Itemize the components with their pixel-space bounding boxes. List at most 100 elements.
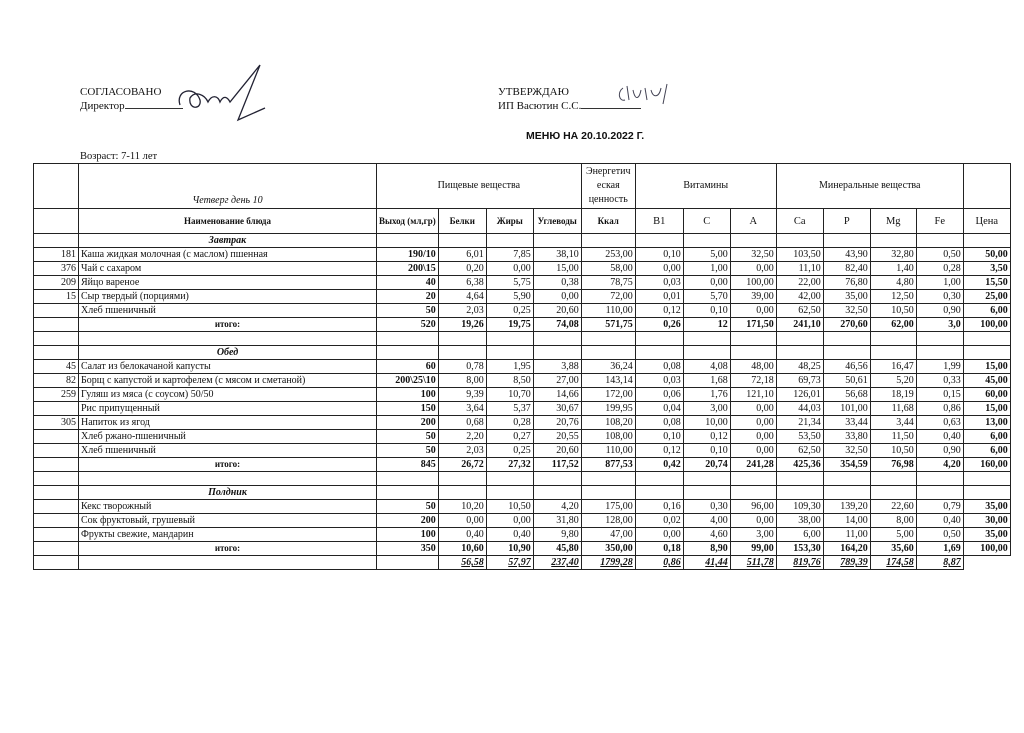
cell-0: 190/10 bbox=[376, 247, 439, 262]
empty-cell bbox=[682, 485, 731, 500]
dish-name: Напиток из ягод bbox=[78, 415, 377, 430]
empty-cell bbox=[822, 345, 871, 360]
cell-11: 0,28 bbox=[915, 261, 964, 276]
cell-8: 42,00 bbox=[775, 289, 824, 304]
cell-9: 82,40 bbox=[822, 261, 871, 276]
cell-12 bbox=[963, 556, 1010, 570]
column-header: Выход (мл,гр) bbox=[376, 208, 439, 234]
code-cell bbox=[33, 443, 79, 458]
nutrients-group: Пищевые вещества bbox=[376, 163, 582, 209]
empty-cell bbox=[869, 471, 917, 486]
cell-6: 0,10 bbox=[682, 303, 731, 318]
cell-1: 0,00 bbox=[437, 513, 487, 528]
column-header: C bbox=[682, 208, 731, 234]
cell-1: 4,64 bbox=[437, 289, 487, 304]
cell-9: 164,20 bbox=[822, 541, 871, 556]
cell-0: 200 bbox=[376, 415, 439, 430]
cell-9: 33,44 bbox=[822, 415, 871, 430]
empty-cell bbox=[915, 471, 964, 486]
empty-cell bbox=[634, 331, 684, 346]
cell-2: 19,75 bbox=[485, 317, 534, 332]
empty-cell bbox=[532, 331, 582, 346]
cell-0: 100 bbox=[376, 527, 439, 542]
empty-cell bbox=[485, 485, 534, 500]
blank-row bbox=[33, 331, 1011, 346]
empty-cell bbox=[532, 485, 582, 500]
cell-6: 0,12 bbox=[682, 429, 731, 444]
approve-label: УТВЕРЖДАЮ bbox=[498, 86, 569, 98]
dish-name: Хлеб ржано-пшеничный bbox=[78, 429, 377, 444]
director-label: Директор bbox=[80, 99, 183, 113]
cell-1: 26,72 bbox=[437, 457, 487, 472]
column-header: Наименование блюда bbox=[78, 208, 377, 234]
cell-6: 20,74 bbox=[682, 457, 731, 472]
cell-10: 11,50 bbox=[869, 429, 917, 444]
section-row: Завтрак bbox=[33, 233, 1011, 248]
empty-cell bbox=[915, 485, 964, 500]
dish-name: Хлеб пшеничный bbox=[78, 303, 377, 318]
cell-9: 43,90 bbox=[822, 247, 871, 262]
empty-cell bbox=[822, 485, 871, 500]
empty-cell bbox=[775, 233, 824, 248]
dish-name: Чай с сахаром bbox=[78, 261, 377, 276]
code-cell: 181 bbox=[33, 247, 79, 262]
cell-3: 237,40 bbox=[532, 555, 582, 570]
cell-11: 3,0 bbox=[915, 317, 964, 332]
cell-0: 150 bbox=[376, 401, 439, 416]
cell-7: 0,00 bbox=[729, 303, 777, 318]
header-group-row: Четверг день 10 Пищевые вещества Энергет… bbox=[33, 163, 1011, 209]
empty-cell bbox=[682, 345, 731, 360]
total-row: итого: 845 26,72 27,32 117,52 877,53 0,42 20,74… bbox=[33, 457, 1011, 472]
empty-cell bbox=[915, 233, 964, 248]
cell-6: 1,68 bbox=[682, 373, 731, 388]
empty-cell bbox=[376, 331, 439, 346]
cell-1: 2,03 bbox=[437, 303, 487, 318]
cell-5: 0,42 bbox=[634, 457, 684, 472]
cell-7: 99,00 bbox=[729, 541, 777, 556]
cell-11: 0,90 bbox=[915, 443, 964, 458]
code-cell bbox=[33, 527, 79, 542]
cell-2: 8,50 bbox=[485, 373, 534, 388]
dish-name: итого: bbox=[78, 457, 377, 472]
column-header: Ккал bbox=[580, 208, 636, 234]
cell-3: 3,88 bbox=[532, 359, 582, 374]
grand-row: 56,58 57,97 237,40 1799,28 0,86 41,44 511,78 81… bbox=[33, 555, 1011, 570]
cell-12: 15,00 bbox=[962, 359, 1011, 374]
cell-8: 153,30 bbox=[775, 541, 824, 556]
cell-11: 0,33 bbox=[915, 373, 964, 388]
cell-7: 0,00 bbox=[729, 429, 777, 444]
table-row: Хлеб пшеничный 50 2,03 0,25 20,60 110,00 0,12 0… bbox=[33, 443, 1011, 458]
day-label: Четверг день 10 bbox=[78, 163, 377, 209]
empty-cell bbox=[775, 331, 824, 346]
cell-6: 4,00 bbox=[682, 513, 731, 528]
cell-11: 0,30 bbox=[915, 289, 964, 304]
cell-8: 109,30 bbox=[775, 499, 824, 514]
cell-11: 1,99 bbox=[915, 359, 964, 374]
section-title: Обед bbox=[78, 345, 377, 360]
cell-12: 15,50 bbox=[962, 275, 1011, 290]
empty-cell bbox=[532, 471, 582, 486]
cell-4: 36,24 bbox=[580, 359, 636, 374]
code-cell bbox=[33, 429, 79, 444]
cell-0: 60 bbox=[376, 359, 439, 374]
cell-0: 50 bbox=[376, 429, 439, 444]
empty-cell bbox=[580, 331, 636, 346]
cell-8: 53,50 bbox=[775, 429, 824, 444]
cell-9: 56,68 bbox=[822, 387, 871, 402]
cell-9: 11,00 bbox=[822, 527, 871, 542]
cell-10: 8,00 bbox=[869, 513, 917, 528]
empty-cell bbox=[822, 331, 871, 346]
empty-cell bbox=[869, 345, 917, 360]
cell-12: 6,00 bbox=[962, 429, 1011, 444]
cell-9: 789,39 bbox=[822, 555, 871, 570]
cell-0: 350 bbox=[376, 541, 439, 556]
empty-cell bbox=[485, 331, 534, 346]
cell-8: 103,50 bbox=[775, 247, 824, 262]
empty-cell bbox=[869, 233, 917, 248]
cell-12: 100,00 bbox=[962, 541, 1011, 556]
empty-cell bbox=[962, 345, 1011, 360]
cell-3: 14,66 bbox=[532, 387, 582, 402]
cell-10: 3,44 bbox=[869, 415, 917, 430]
cell-1: 10,60 bbox=[437, 541, 487, 556]
cell-6: 4,08 bbox=[682, 359, 731, 374]
